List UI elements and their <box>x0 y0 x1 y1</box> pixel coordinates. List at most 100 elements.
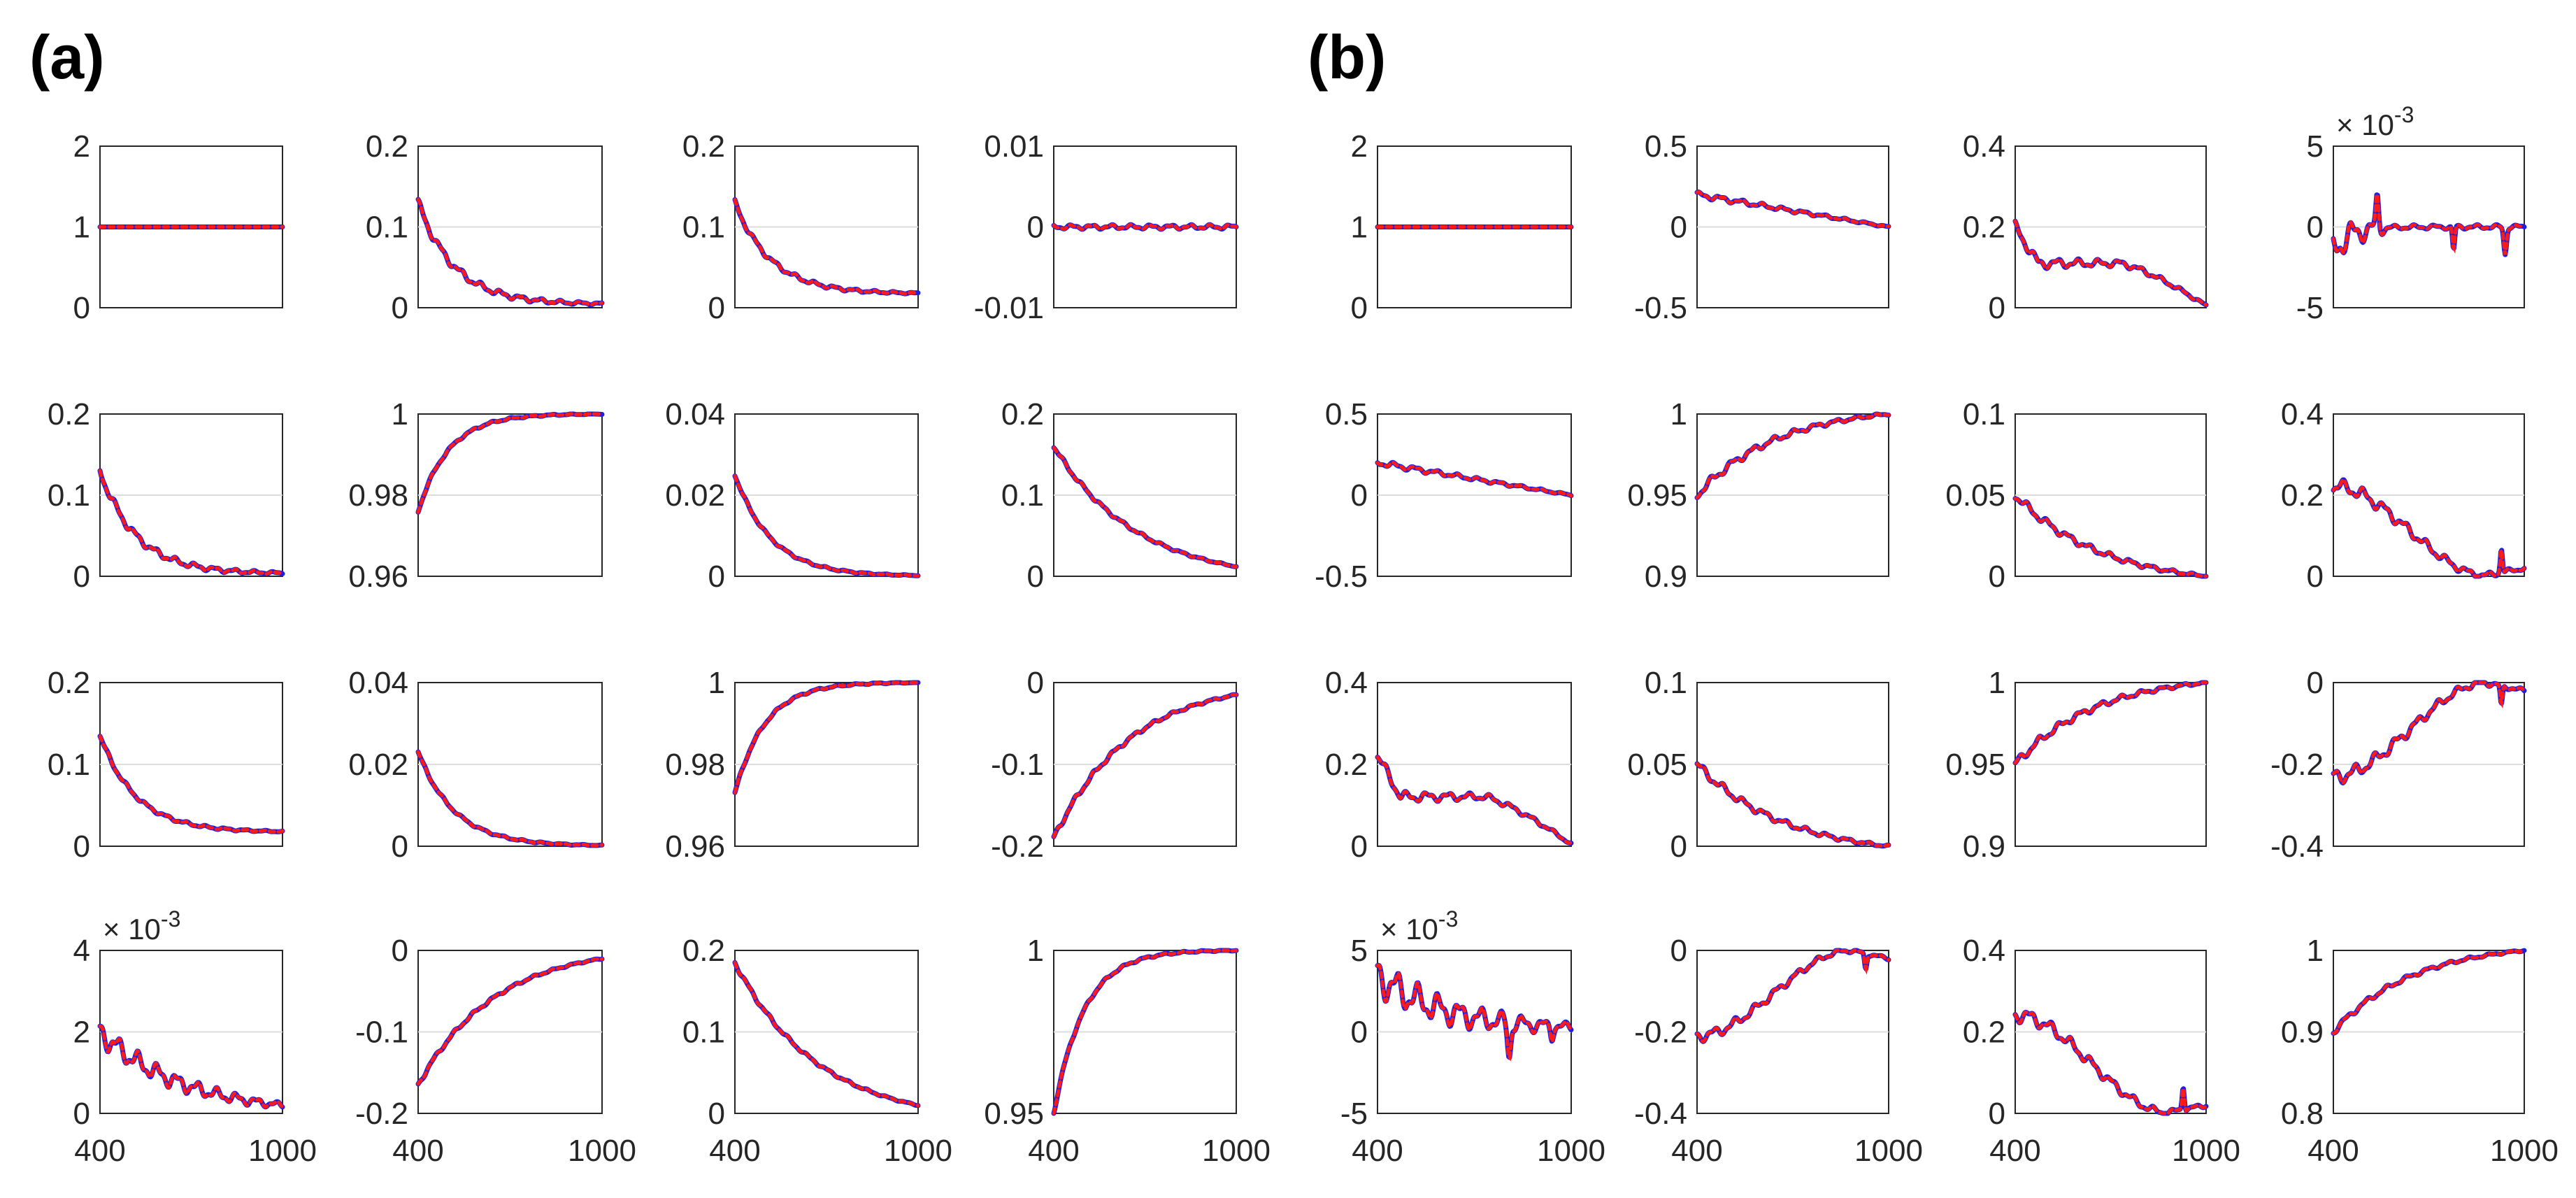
subplot-a-r3c3: 0.95 1 400 1000 <box>984 934 1271 1168</box>
y-tick-label: 0.1 <box>682 1015 725 1050</box>
y-tick-label: 0.9 <box>1645 559 1687 594</box>
series-red-dotted-line <box>1375 460 1573 498</box>
y-tick-label: 0.1 <box>1963 397 2005 432</box>
y-tick-label: 0.01 <box>984 129 1044 164</box>
y-tick-label: 0.4 <box>2281 397 2324 432</box>
exponent-label: × 10-3 <box>2336 102 2414 141</box>
y-tick-label: -0.4 <box>1634 1097 1687 1131</box>
y-tick-label: 0 <box>1989 291 2005 325</box>
y-tick-label: 0 <box>1989 559 2005 594</box>
y-tick-label: 1 <box>1989 666 2005 700</box>
x-tick-label: 400 <box>74 1134 125 1168</box>
y-tick-label: -0.4 <box>2270 829 2324 864</box>
y-tick-label: -0.1 <box>991 748 1044 782</box>
y-tick-label: 0 <box>1351 829 1368 864</box>
exponent-label: × 10-3 <box>103 906 180 946</box>
x-tick-label: 1000 <box>1202 1134 1271 1168</box>
y-tick-label: 0.02 <box>348 748 408 782</box>
x-tick-label: 1000 <box>2490 1134 2559 1168</box>
y-tick-label: 0 <box>2307 559 2324 594</box>
y-tick-label: 0.2 <box>682 934 725 968</box>
series-red-dotted-line <box>416 957 604 1086</box>
subplot-a-r1c3: 0 0.1 0.2 <box>1001 397 1239 594</box>
y-tick-label: 0.2 <box>2281 478 2324 513</box>
series-red-dotted-line <box>2013 680 2208 765</box>
y-tick-label: 0 <box>708 1097 725 1131</box>
x-tick-label: 400 <box>1028 1134 1079 1168</box>
panel-label-a: (a) <box>29 22 105 92</box>
series-red-dotted-line <box>2331 948 2526 1035</box>
y-tick-label: 0 <box>1989 1097 2005 1131</box>
subplot-grid: 01200.10.200.10.2-0.0100.0100.10.20.960.… <box>48 102 2559 1168</box>
series-red-dotted-line <box>2331 680 2526 785</box>
y-tick-label: -0.1 <box>355 1015 408 1050</box>
subplot-b-r0c0: 0 1 2 <box>1351 129 1574 325</box>
series-red-dotted-line <box>1695 948 1891 1044</box>
series-red-dotted-line <box>98 469 285 576</box>
y-tick-label: -0.5 <box>1634 291 1687 325</box>
series-red-dotted-line <box>733 197 920 296</box>
series-red-dotted-line <box>1695 190 1891 229</box>
subplot-a-r1c1: 0.96 0.98 1 <box>348 397 605 594</box>
y-tick-label: 4 <box>73 934 90 968</box>
y-tick-label: 0 <box>1027 666 1044 700</box>
y-tick-label: 0.05 <box>1945 478 2005 513</box>
y-tick-label: 0.5 <box>1325 397 1368 432</box>
y-tick-label: 0 <box>1351 1015 1368 1050</box>
y-tick-label: 5 <box>1351 934 1368 968</box>
y-tick-label: 0.9 <box>1963 829 2005 864</box>
y-tick-label: 0.96 <box>348 559 408 594</box>
series-red-dotted-line <box>1052 222 1238 231</box>
y-tick-label: 0.2 <box>48 666 90 700</box>
x-tick-label: 1000 <box>884 1134 952 1168</box>
y-tick-label: 0.2 <box>48 397 90 432</box>
y-tick-label: -5 <box>1340 1097 1368 1131</box>
subplot-b-r2c1: 0 0.05 0.1 <box>1627 666 1891 864</box>
subplot-a-r0c3: -0.01 0 0.01 <box>974 129 1239 325</box>
y-tick-label: 0.95 <box>1945 748 2005 782</box>
y-tick-label: -0.5 <box>1315 559 1368 594</box>
y-tick-label: 0.98 <box>665 748 725 782</box>
series-red-dotted-line <box>416 412 604 514</box>
y-tick-label: 0.04 <box>665 397 725 432</box>
y-tick-label: 0.05 <box>1627 748 1687 782</box>
y-tick-label: 0 <box>708 559 725 594</box>
subplot-b-r1c2: 0 0.05 0.1 <box>1945 397 2209 594</box>
subplot-b-r2c2: 0.9 0.95 1 <box>1945 666 2209 864</box>
y-tick-label: -0.01 <box>974 291 1044 325</box>
series-red-dotted-line <box>98 734 285 834</box>
y-tick-label: 0.9 <box>2281 1015 2324 1050</box>
series-red-dotted-line <box>2013 219 2208 307</box>
subplot-a-r2c1: 0 0.02 0.04 <box>348 666 605 864</box>
series-red-dotted-line <box>733 960 920 1108</box>
y-tick-label: 0.1 <box>48 478 90 513</box>
y-tick-label: 1 <box>392 397 408 432</box>
series-red-dotted-line <box>416 197 604 307</box>
y-tick-label: 0.02 <box>665 478 725 513</box>
y-tick-label: 0.95 <box>1627 478 1687 513</box>
y-tick-label: 0 <box>1670 211 1687 245</box>
subplot-b-r3c0: -5 0 5 400 1000 × 10-3 <box>1340 906 1605 1168</box>
y-tick-label: 0.2 <box>682 129 725 164</box>
subplot-a-r3c2: 0 0.1 0.2 400 1000 <box>682 934 952 1168</box>
y-tick-label: 0 <box>1670 934 1687 968</box>
y-tick-label: 1 <box>1351 211 1368 245</box>
x-tick-label: 400 <box>1352 1134 1403 1168</box>
series-red-dotted-line <box>416 750 604 848</box>
y-tick-label: 2 <box>1351 129 1368 164</box>
subplot-b-r0c3: -5 0 5 × 10-3 <box>2296 102 2527 325</box>
x-tick-label: 400 <box>709 1134 760 1168</box>
y-tick-label: 0 <box>1351 291 1368 325</box>
series-red-dotted-line <box>733 680 920 794</box>
subplot-a-r2c0: 0 0.1 0.2 <box>48 666 285 864</box>
y-tick-label: 2 <box>73 129 90 164</box>
subplot-b-r2c3: -0.4 -0.2 0 <box>2270 666 2527 864</box>
subplot-a-r1c2: 0 0.02 0.04 <box>665 397 921 594</box>
series-red-dotted-line <box>2013 497 2208 578</box>
series-red-dotted-line <box>1375 755 1573 845</box>
y-tick-label: -0.2 <box>355 1097 408 1131</box>
y-tick-label: 1 <box>1027 934 1044 968</box>
y-tick-label: 0 <box>392 291 408 325</box>
y-tick-label: 2 <box>73 1015 90 1050</box>
